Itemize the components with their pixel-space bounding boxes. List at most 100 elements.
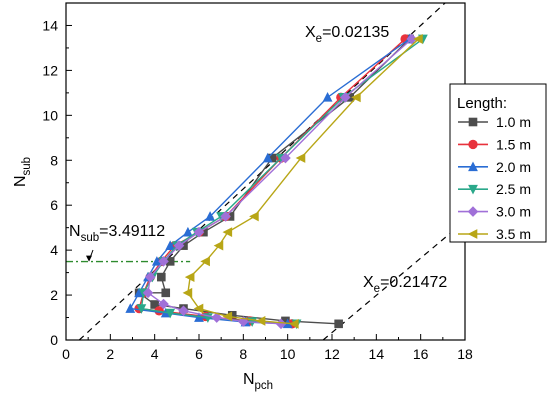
ref-label-2-value: =0.21472 bbox=[380, 274, 447, 291]
data-point bbox=[295, 153, 306, 163]
series-5 bbox=[142, 33, 418, 330]
legend-label: 1.0 m bbox=[496, 114, 531, 130]
data-point bbox=[227, 310, 237, 320]
data-point bbox=[150, 300, 159, 309]
legend-marker bbox=[468, 117, 478, 127]
data-point bbox=[142, 287, 154, 299]
data-point bbox=[125, 303, 136, 313]
legend-box bbox=[449, 83, 547, 243]
data-point bbox=[183, 226, 193, 237]
data-point bbox=[178, 305, 189, 317]
series-6 bbox=[182, 34, 423, 329]
annotation-label-main: N bbox=[69, 223, 81, 240]
legend-item-3: 2.0 m bbox=[458, 159, 531, 175]
ref-label-1-value: =0.02135 bbox=[322, 24, 389, 41]
data-point bbox=[205, 211, 215, 221]
data-point bbox=[220, 211, 231, 222]
data-point bbox=[182, 287, 193, 298]
data-point bbox=[165, 308, 176, 319]
data-point bbox=[262, 152, 273, 163]
data-point bbox=[222, 311, 233, 322]
y-tick-label: 0 bbox=[50, 332, 58, 348]
y-tick-label: 6 bbox=[50, 197, 58, 213]
x-tick-label: 14 bbox=[369, 346, 385, 362]
annotation: Nsub=3.49112 bbox=[66, 223, 191, 263]
data-point bbox=[213, 240, 224, 251]
data-point bbox=[134, 287, 145, 298]
y-tick-label: 10 bbox=[42, 107, 58, 123]
data-point bbox=[157, 272, 166, 282]
data-point bbox=[406, 33, 418, 45]
legend-label: 3.5 m bbox=[496, 226, 531, 242]
legend-item-4: 2.5 m bbox=[458, 181, 531, 197]
data-point bbox=[289, 318, 299, 329]
data-point bbox=[211, 312, 223, 323]
data-point bbox=[351, 92, 361, 103]
x-tick-label: 12 bbox=[324, 346, 340, 362]
data-point bbox=[322, 92, 333, 102]
data-point bbox=[144, 271, 156, 283]
legend-marker bbox=[467, 229, 478, 239]
legend-item-1: 1.0 m bbox=[458, 114, 531, 130]
legend-marker bbox=[468, 139, 478, 150]
legend: Length: 1.0 m 1.5 m 2.0 m 2.5 m 3.0 m 3.5 m bbox=[449, 83, 547, 243]
data-point bbox=[158, 256, 169, 267]
y-tick-label: 14 bbox=[42, 17, 58, 33]
data-point bbox=[413, 34, 423, 44]
y-axis-label-sub: sub bbox=[21, 157, 33, 176]
legend-label: 3.0 m bbox=[496, 204, 531, 220]
ref-label-2-main: X bbox=[363, 274, 374, 291]
legend-item-5: 3.0 m bbox=[458, 204, 531, 220]
y-tick-label: 4 bbox=[50, 242, 58, 258]
y-tick-label: 8 bbox=[50, 152, 58, 168]
x-tick-label: 8 bbox=[239, 346, 247, 362]
data-point bbox=[275, 318, 287, 330]
legend-marker bbox=[468, 161, 478, 172]
data-point bbox=[340, 92, 351, 103]
data-point bbox=[193, 226, 205, 238]
y-tick-label: 12 bbox=[42, 62, 58, 78]
legend-item-2: 1.5 m bbox=[458, 136, 531, 152]
series-line-4 bbox=[140, 38, 424, 325]
data-point bbox=[281, 316, 290, 326]
data-point bbox=[161, 288, 171, 298]
annotation-label-value: =3.49112 bbox=[99, 223, 165, 240]
series-line-5 bbox=[147, 38, 413, 325]
y-axis-label-main: N bbox=[12, 175, 29, 187]
data-point bbox=[255, 316, 266, 326]
x-tick-label: 18 bbox=[457, 346, 473, 362]
x-axis-label-sub: pch bbox=[255, 380, 274, 392]
data-point bbox=[158, 298, 169, 310]
x-tick-label: 2 bbox=[106, 346, 114, 362]
data-point bbox=[151, 256, 162, 266]
data-point bbox=[222, 227, 233, 238]
legend-title-suffix: : bbox=[503, 95, 507, 112]
data-point bbox=[267, 153, 277, 163]
ref-label-2: Xe=0.21472 bbox=[363, 274, 447, 295]
data-point bbox=[334, 319, 343, 329]
ref-label-1-main: X bbox=[305, 24, 316, 41]
x-tick-label: 4 bbox=[151, 346, 159, 362]
ref-label-2-sub: e bbox=[374, 283, 380, 295]
data-point bbox=[173, 240, 185, 251]
data-point bbox=[165, 257, 175, 266]
x-tick-label: 0 bbox=[62, 346, 70, 362]
data-point bbox=[280, 152, 291, 164]
annotation-label: Nsub=3.49112 bbox=[69, 223, 165, 244]
legend-label: 2.0 m bbox=[496, 159, 531, 175]
y-axis-label: Nsub bbox=[12, 157, 33, 187]
legend-marker bbox=[467, 206, 479, 217]
x-tick-label: 10 bbox=[280, 346, 296, 362]
data-point bbox=[200, 256, 210, 267]
series-layer bbox=[125, 33, 428, 330]
data-point bbox=[136, 304, 147, 314]
x-tick-label: 6 bbox=[195, 346, 203, 362]
data-point bbox=[184, 272, 195, 282]
ref-label-1: Xe=0.02135 bbox=[305, 24, 389, 45]
reference-line-2 bbox=[322, 220, 465, 340]
data-point bbox=[238, 316, 249, 327]
